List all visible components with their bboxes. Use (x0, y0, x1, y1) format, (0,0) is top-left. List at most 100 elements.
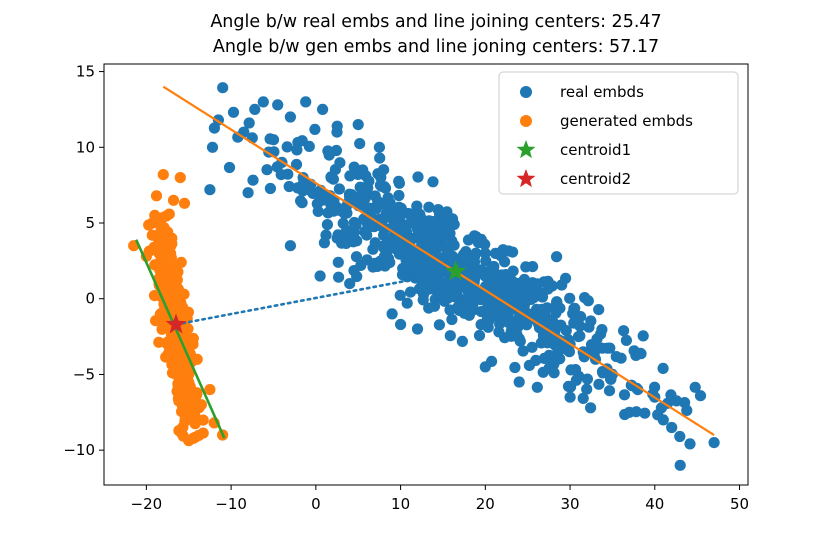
real-embd-point (267, 134, 280, 146)
real-embd-point (708, 437, 720, 449)
real-embd-point (447, 289, 459, 301)
real-embd-point (603, 385, 616, 397)
real-embd-point (330, 144, 342, 157)
real-embd-point (581, 383, 593, 395)
real-embd-point (618, 325, 630, 337)
y-tick-label: 5 (85, 214, 95, 232)
real-embd-point (204, 184, 216, 196)
real-embd-point (354, 138, 366, 150)
real-embd-point (452, 301, 464, 313)
generated-embd-point (178, 197, 191, 209)
real-embd-point (496, 293, 508, 305)
x-axis: −20 −10 0 10 20 30 40 50 (131, 485, 749, 513)
real-embd-point (395, 318, 407, 331)
real-embd-point (462, 294, 474, 306)
fit-lines (135, 85, 715, 439)
real-embd-point (354, 181, 366, 193)
real-embd-point (395, 225, 407, 237)
real-embd-point (375, 171, 387, 184)
real-embd-point (314, 270, 326, 282)
real-embd-point (674, 459, 686, 471)
real-embd-point (371, 260, 383, 272)
real-embd-point (423, 201, 435, 213)
real-embd-point (639, 407, 651, 419)
real-embd-point (291, 144, 303, 156)
real-embd-point (513, 376, 525, 388)
real-embd-point (290, 158, 303, 171)
y-axis: −10 −5 0 5 10 15 (63, 63, 104, 459)
real-embd-point (318, 190, 330, 202)
generated-embd-point (197, 427, 209, 439)
real-embd-point (681, 404, 693, 416)
real-embd-point (395, 202, 407, 214)
real-embd-point (300, 96, 312, 108)
x-tick-label: −20 (131, 495, 163, 513)
real-embd-point (318, 237, 330, 249)
generated-embd-point (149, 209, 161, 221)
generated-embd-point (171, 261, 183, 273)
real-embd-point (348, 161, 360, 173)
real-embd-point (456, 335, 468, 347)
real-embd-point (479, 361, 491, 373)
real-embd-point (649, 381, 661, 393)
real-embd-point (446, 313, 458, 326)
generated-embd-point (169, 273, 181, 285)
real-embd-point (272, 99, 284, 111)
real-embd-point (497, 244, 509, 256)
centroid1-star (445, 260, 467, 281)
real-embd-point (493, 326, 505, 338)
real-embd-point (552, 345, 564, 357)
generated-embd-point (167, 194, 180, 206)
real-embd-point (369, 237, 381, 249)
chart-title-line-2: Angle b/w gen embs and line joning cente… (213, 37, 659, 57)
real-embd-point (435, 278, 447, 290)
generated-embd-point (160, 265, 172, 277)
real-embd-point (536, 303, 548, 315)
real-embd-point (428, 258, 440, 270)
generated-embd-point (172, 393, 184, 405)
real-embd-point (583, 321, 595, 333)
real-embd-point (412, 171, 424, 183)
real-embd-point (488, 260, 500, 273)
real-embd-point (433, 319, 445, 331)
real-embd-point (684, 438, 696, 450)
y-tick-label: 0 (85, 290, 95, 308)
real-embd-point (257, 96, 269, 108)
real-embd-point (657, 414, 669, 426)
real-embd-point (332, 256, 344, 268)
real-embd-point (475, 319, 487, 331)
real-embd-point (428, 300, 441, 312)
generated-embd-point (149, 259, 161, 271)
generated-embd-point (174, 172, 186, 184)
y-tick-label: −10 (63, 441, 95, 459)
real-embd-point (363, 175, 375, 187)
legend-label: generated embds (560, 112, 693, 130)
x-tick-label: 40 (645, 495, 664, 513)
generated-embds-points (128, 169, 229, 447)
real-embd-point (283, 180, 295, 193)
real-embd-point (247, 174, 259, 186)
real-embd-point (620, 334, 633, 346)
y-tick-label: −5 (73, 365, 95, 383)
real-embd-point (386, 308, 398, 320)
generated-embd-point (162, 336, 174, 348)
x-tick-label: 50 (730, 495, 749, 513)
real-embd-point (217, 82, 229, 94)
real-embd-point (415, 226, 427, 238)
real-embd-point (223, 161, 236, 174)
legend-marker (516, 169, 536, 188)
real-embd-point (593, 304, 605, 316)
real-embd-point (517, 345, 529, 357)
real-embd-point (548, 367, 560, 379)
real-embd-point (522, 308, 534, 320)
real-embd-point (501, 309, 513, 321)
real-embd-point (522, 283, 534, 295)
real-embd-point (506, 246, 519, 258)
real-embd-point (530, 354, 542, 366)
real-embd-point (361, 202, 373, 214)
generated-embd-point (195, 399, 207, 411)
real-embd-point (670, 395, 683, 407)
legend-marker (520, 115, 532, 127)
real-embd-point (261, 164, 273, 176)
real-embd-point (582, 295, 594, 307)
